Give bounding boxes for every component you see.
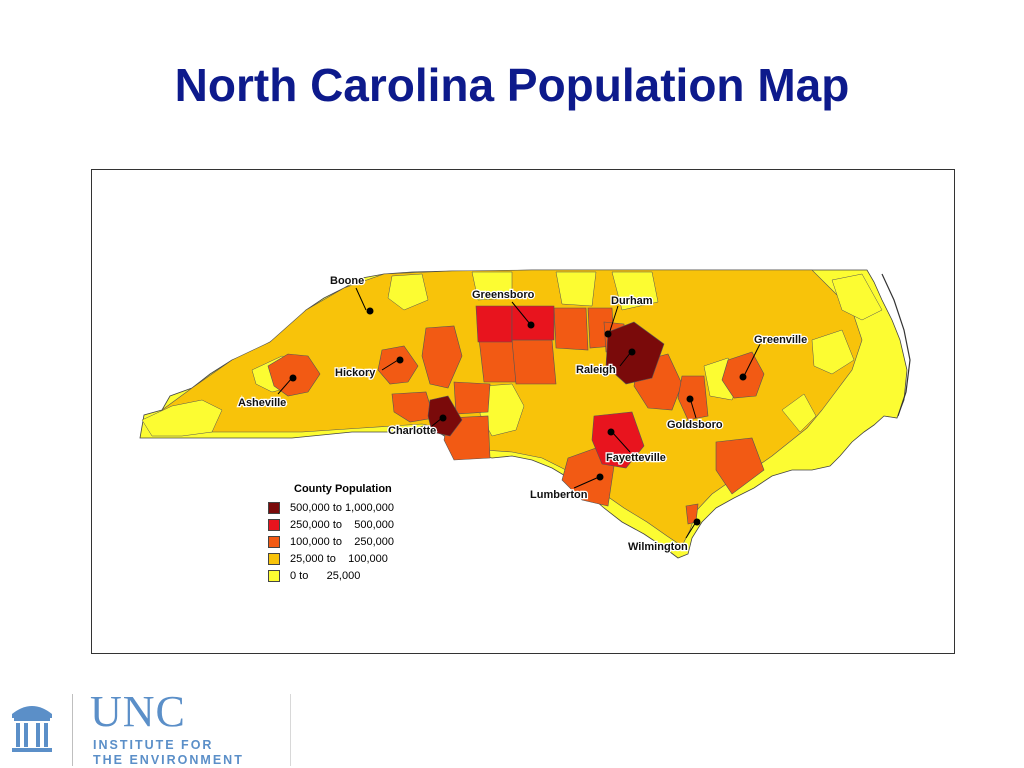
- svg-text:Charlotte: Charlotte: [388, 425, 436, 437]
- city-raleigh: Raleigh: [575, 348, 636, 377]
- city-greensboro: Greensboro: [471, 288, 536, 329]
- county-orange-charlotte-west: [391, 391, 435, 423]
- legend-item: 0 to 25,000: [268, 567, 438, 584]
- legend-label: 500,000 to 1,000,000: [290, 501, 394, 514]
- county-patch: [781, 393, 817, 433]
- county-orange-onslow: [715, 437, 765, 495]
- legend-label: 0 to 25,000: [290, 569, 361, 582]
- city-greenville: Greenville: [739, 333, 808, 381]
- svg-text:Raleigh: Raleigh: [576, 364, 616, 376]
- county-orange-guilford-east: [511, 339, 557, 385]
- svg-text:Goldsboro: Goldsboro: [667, 419, 723, 431]
- footer-divider-right: [290, 694, 291, 766]
- institute-line-1: INSTITUTE FOR: [93, 738, 214, 752]
- city-charlotte: Charlotte: [387, 414, 447, 438]
- svg-text:Boone: Boone: [330, 275, 364, 287]
- legend-swatch: [268, 552, 280, 565]
- legend-swatch: [268, 518, 280, 531]
- unc-wordmark: UNC: [90, 687, 186, 736]
- legend-label: 25,000 to 100,000: [290, 552, 388, 565]
- slide-title: North Carolina Population Map: [174, 59, 850, 111]
- footer-divider: [72, 694, 73, 766]
- svg-text:Fayetteville: Fayetteville: [606, 452, 666, 464]
- map-frame: Boone Greensboro Durham Greenville Hicko…: [91, 169, 955, 654]
- city-hickory: Hickory: [334, 356, 404, 380]
- city-boone: Boone: [329, 274, 374, 315]
- county-patch: [387, 273, 429, 311]
- legend-title: County Population: [294, 483, 392, 495]
- county-patch: [831, 273, 883, 321]
- nc-population-map: Boone Greensboro Durham Greenville Hicko…: [139, 269, 911, 559]
- legend-label: 250,000 to 500,000: [290, 518, 394, 531]
- city-wilmington: Wilmington: [627, 518, 701, 554]
- svg-text:Lumberton: Lumberton: [530, 489, 588, 501]
- institute-line-2: THE ENVIRONMENT: [93, 753, 244, 767]
- legend-swatch: [268, 501, 280, 514]
- county-patch: [611, 271, 659, 311]
- legend-item: 500,000 to 1,000,000: [268, 499, 438, 516]
- county-patch: [811, 329, 855, 375]
- svg-text:Greensboro: Greensboro: [472, 289, 535, 301]
- county-orange-alamance: [553, 307, 589, 351]
- city-lumberton: Lumberton: [529, 473, 604, 502]
- legend-swatch: [268, 569, 280, 582]
- map-legend: County Population 500,000 to 1,000,000 2…: [268, 483, 438, 584]
- legend-label: 100,000 to 250,000: [290, 535, 394, 548]
- footer-branding: UNC INSTITUTE FOR THE ENVIRONMENT: [0, 690, 300, 768]
- svg-text:Greenville: Greenville: [754, 334, 807, 346]
- county-fayetteville-cumberland: [591, 411, 645, 469]
- county-patch: [141, 399, 223, 437]
- old-well-logo-icon: [12, 706, 52, 752]
- svg-text:Hickory: Hickory: [335, 367, 376, 379]
- legend-swatch: [268, 535, 280, 548]
- svg-text:Durham: Durham: [611, 295, 653, 307]
- county-orange-north: [421, 325, 463, 389]
- city-fayetteville: Fayetteville: [605, 428, 667, 465]
- legend-item: 100,000 to 250,000: [268, 533, 438, 550]
- county-patch: [555, 271, 597, 307]
- county-hickory-area: [377, 345, 419, 385]
- svg-text:Wilmington: Wilmington: [628, 541, 688, 553]
- legend-item: 25,000 to 100,000: [268, 550, 438, 567]
- city-durham: Durham: [604, 294, 654, 338]
- county-patch: [471, 271, 513, 301]
- city-asheville: Asheville: [237, 374, 297, 410]
- legend-item: 250,000 to 500,000: [268, 516, 438, 533]
- county-orange-mid1: [453, 381, 491, 415]
- county-patch: [479, 383, 525, 437]
- outer-banks: [881, 273, 911, 417]
- svg-text:Asheville: Asheville: [238, 397, 286, 409]
- county-greensboro-guilford: [475, 305, 513, 343]
- city-goldsboro: Goldsboro: [666, 395, 724, 432]
